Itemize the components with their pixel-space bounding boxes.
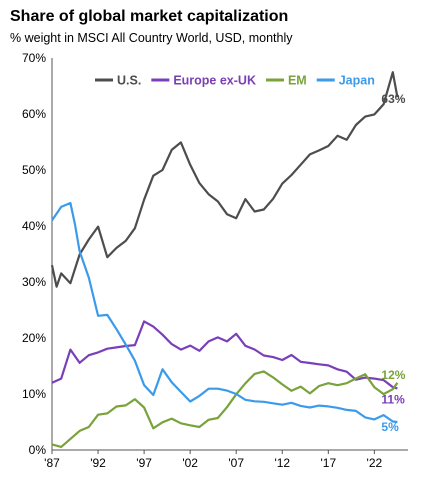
- series-line-japan: [51, 201, 398, 424]
- legend-label-em: EM: [288, 74, 307, 88]
- y-tick-label: 0%: [29, 443, 47, 457]
- series-line-em: [51, 370, 399, 448]
- x-tick-label: '02: [182, 456, 198, 470]
- end-label-em: 12%: [381, 368, 405, 382]
- legend-label-japan: Japan: [339, 74, 375, 88]
- x-tick-label: '22: [367, 456, 383, 470]
- x-tick-label: '12: [274, 456, 290, 470]
- y-tick-label: 60%: [22, 107, 46, 121]
- end-label-europe-ex-uk: 11%: [381, 392, 405, 406]
- x-tick-label: '17: [320, 456, 336, 470]
- end-label-japan: 5%: [381, 420, 399, 434]
- legend-label-europe-ex-uk: Europe ex-UK: [173, 74, 256, 88]
- x-tick-label: '97: [136, 456, 152, 470]
- end-labels: 63% 11% 12% 5%: [381, 92, 405, 434]
- series-line-u-s: [50, 71, 399, 288]
- x-tick-label: '87: [44, 456, 60, 470]
- y-tick-label: 20%: [22, 331, 46, 345]
- y-tick-label: 40%: [22, 219, 46, 233]
- x-tick-label: '92: [90, 456, 106, 470]
- chart-subtitle: % weight in MSCI All Country World, USD,…: [10, 31, 293, 45]
- y-tick-label: 70%: [22, 51, 46, 65]
- chart-title: Share of global market capitalization: [10, 8, 289, 25]
- x-tick-label: '07: [228, 456, 244, 470]
- series-line-europe-ex-uk: [51, 320, 398, 390]
- legend: U.S. Europe ex-UK EM Japan: [95, 74, 375, 88]
- y-tick-label: 30%: [22, 275, 46, 289]
- y-tick-label: 10%: [22, 387, 46, 401]
- series-layer: [50, 71, 399, 448]
- y-tick-label: 50%: [22, 163, 46, 177]
- legend-label-u-s: U.S.: [117, 74, 141, 88]
- axes: 0% 10% 20% 30% 40% 50% 60% 70% '87 '92 '97 '02 '07 '1…: [22, 51, 408, 470]
- end-label-u-s: 63%: [381, 92, 405, 106]
